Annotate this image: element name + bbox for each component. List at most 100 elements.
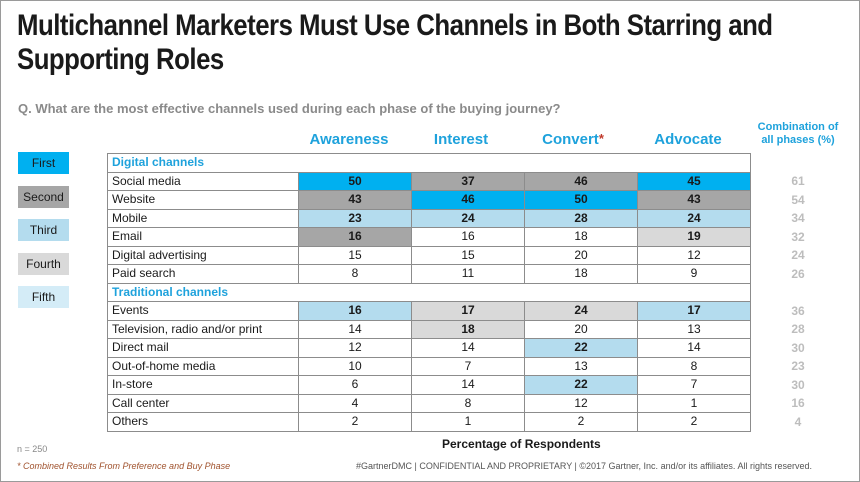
value-cell: 46 <box>524 171 638 191</box>
phase-header-label: Convert <box>542 131 599 148</box>
combination-value: 54 <box>791 192 805 207</box>
phase-header-label: Awareness <box>309 131 389 148</box>
value-cell: 24 <box>411 208 525 228</box>
value-cell: 10 <box>298 356 412 376</box>
combination-value: 32 <box>791 229 805 244</box>
combination-value: 23 <box>791 359 805 374</box>
section-row: Traditional channels <box>107 282 751 302</box>
legend-third: Third <box>18 219 69 241</box>
table-row: Website 43 46 50 43 <box>107 190 751 210</box>
value-cell: 7 <box>411 356 525 376</box>
value-cell: 13 <box>524 356 638 376</box>
combination-value: 26 <box>791 266 805 281</box>
channel-label: Social media <box>107 171 299 191</box>
combination-value: 61 <box>791 174 805 189</box>
value-cell: 16 <box>298 301 412 321</box>
channel-label: Television, radio and/or print <box>107 319 299 339</box>
value-cell: 46 <box>411 190 525 210</box>
value-cell: 14 <box>411 338 525 358</box>
table-row: Call center 4 8 12 1 <box>107 393 751 413</box>
channel-label: Mobile <box>107 208 299 228</box>
value-cell: 20 <box>524 319 638 339</box>
value-cell: 24 <box>524 301 638 321</box>
table-row: Mobile 23 24 28 24 <box>107 208 751 228</box>
combination-value: 34 <box>791 211 805 226</box>
asterisk-marker: * <box>598 131 604 146</box>
combination-header: Combination of all phases (%) <box>748 121 848 147</box>
table-row: Out-of-home media 10 7 13 8 <box>107 356 751 376</box>
table-row: Others 2 1 2 2 <box>107 412 751 432</box>
value-cell: 45 <box>637 171 751 191</box>
legend-second: Second <box>18 186 69 208</box>
value-cell: 50 <box>298 171 412 191</box>
value-cell: 14 <box>637 338 751 358</box>
table-row: Social media 50 37 46 45 <box>107 171 751 191</box>
value-cell: 16 <box>298 227 412 247</box>
value-cell: 43 <box>298 190 412 210</box>
survey-question: Q. What are the most effective channels … <box>18 101 561 116</box>
table-row: Events 16 17 24 17 <box>107 301 751 321</box>
page-title: Multichannel Marketers Must Use Channels… <box>17 9 773 77</box>
value-cell: 2 <box>298 412 412 432</box>
phase-header-interest: Interest <box>405 131 517 148</box>
value-cell: 17 <box>637 301 751 321</box>
value-cell: 11 <box>411 264 525 284</box>
channel-label: Direct mail <box>107 338 299 358</box>
table-row: Digital advertising 15 15 20 12 <box>107 245 751 265</box>
value-cell: 15 <box>411 245 525 265</box>
phase-header-advocate: Advocate <box>632 131 744 148</box>
channel-label: Paid search <box>107 264 299 284</box>
phase-header-convert: Convert* <box>517 131 629 148</box>
table-row: In-store 6 14 22 7 <box>107 375 751 395</box>
value-cell: 19 <box>637 227 751 247</box>
phase-header-label: Interest <box>433 131 489 148</box>
value-cell: 16 <box>411 227 525 247</box>
section-row: Digital channels <box>107 153 751 173</box>
section-label: Traditional channels <box>107 282 751 302</box>
channel-label: Out-of-home media <box>107 356 299 376</box>
value-cell: 8 <box>637 356 751 376</box>
value-cell: 18 <box>524 264 638 284</box>
value-cell: 12 <box>298 338 412 358</box>
value-cell: 37 <box>411 171 525 191</box>
combination-value: 24 <box>791 248 805 263</box>
table-row: Email 16 16 18 19 <box>107 227 751 247</box>
combination-header-line-1: Combination of <box>757 121 839 133</box>
table-row: Television, radio and/or print 14 18 20 13 <box>107 319 751 339</box>
channel-label: Others <box>107 412 299 432</box>
combination-value: 30 <box>791 377 805 392</box>
value-cell: 2 <box>637 412 751 432</box>
value-cell: 18 <box>411 319 525 339</box>
value-cell: 20 <box>524 245 638 265</box>
channel-label: Events <box>107 301 299 321</box>
channel-label: In-store <box>107 375 299 395</box>
channel-label: Call center <box>107 393 299 413</box>
value-cell: 9 <box>637 264 751 284</box>
phase-header-label: Advocate <box>654 131 722 148</box>
combination-value: 28 <box>791 322 805 337</box>
value-cell: 15 <box>298 245 412 265</box>
value-cell: 22 <box>524 375 638 395</box>
channel-label: Website <box>107 190 299 210</box>
x-axis-label: Percentage of Respondents <box>442 437 601 451</box>
value-cell: 1 <box>411 412 525 432</box>
value-cell: 2 <box>524 412 638 432</box>
sample-size-note: n = 250 <box>17 444 48 454</box>
value-cell: 23 <box>298 208 412 228</box>
legend-fifth: Fifth <box>18 286 69 308</box>
combination-value: 16 <box>791 396 805 411</box>
phase-header-awareness: Awareness <box>293 131 405 148</box>
combination-value: 36 <box>791 303 805 318</box>
value-cell: 7 <box>637 375 751 395</box>
footnote: * Combined Results From Preference and B… <box>17 461 231 471</box>
value-cell: 1 <box>637 393 751 413</box>
value-cell: 24 <box>637 208 751 228</box>
value-cell: 8 <box>298 264 412 284</box>
legend-first: First <box>18 152 69 174</box>
table-row: Paid search 8 11 18 9 <box>107 264 751 284</box>
value-cell: 13 <box>637 319 751 339</box>
value-cell: 50 <box>524 190 638 210</box>
legend-fourth: Fourth <box>18 253 69 275</box>
copyright-line: #GartnerDMC | CONFIDENTIAL AND PROPRIETA… <box>356 461 812 471</box>
channel-label: Email <box>107 227 299 247</box>
